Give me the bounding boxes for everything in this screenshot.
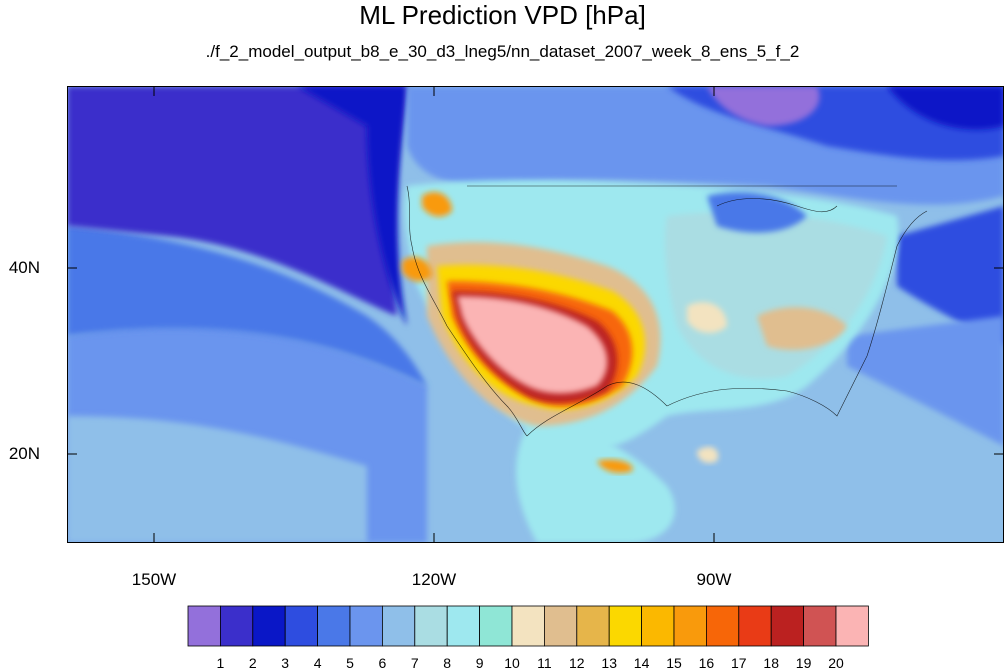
colorbar-box-19 — [803, 605, 837, 647]
colorbar-box-7 — [414, 605, 448, 647]
colorbar-tick-label: 6 — [379, 655, 387, 671]
field-mexico-9 — [516, 426, 675, 543]
colorbar-box-1 — [219, 605, 254, 647]
lat-label-40n: 40N — [8, 258, 40, 277]
colorbar-tick-label: 3 — [281, 655, 289, 671]
field-atlantic-6 — [847, 316, 1004, 446]
axis-ticks — [67, 86, 1004, 543]
colorbar-box-15 — [673, 605, 707, 647]
colorbar-tick-label: 17 — [731, 655, 747, 671]
colorbar-tick-label: 2 — [249, 655, 257, 671]
field-ca-16 — [402, 256, 432, 282]
colorbar-tick-label: 11 — [537, 655, 552, 671]
lon-label-90w: 90W — [696, 570, 732, 589]
map-canvas — [67, 86, 1004, 543]
colorbar-tick-label: 9 — [476, 655, 484, 671]
colorbar-box-6 — [381, 605, 416, 647]
colorbar-labels: 1 2 3 4 5 6 7 8 9 10 11 12 13 14 15 16 17 18 19 20 — [217, 655, 844, 671]
colorbar-box-17 — [738, 605, 772, 647]
colorbar-box-10 — [511, 605, 545, 647]
us-west-coastline — [406, 185, 528, 437]
field-band-2 — [67, 86, 407, 316]
lon-label-120w: 120W — [411, 570, 457, 589]
map-frame — [67, 86, 1004, 543]
colorbar-tick-label: 5 — [346, 655, 354, 671]
colorbar-box-4 — [317, 605, 351, 647]
lon-label-150w: 150W — [131, 570, 177, 589]
colorbar-box-8 — [446, 605, 481, 647]
colorbar-tick-label: 12 — [569, 655, 585, 671]
colorbar-box-3 — [284, 605, 319, 647]
field-carib-11 — [697, 446, 719, 463]
colorbar-box-20 — [835, 605, 869, 647]
field-canada-3 — [887, 86, 1004, 130]
colorbar-box-0 — [187, 605, 221, 647]
colorbar-tick-label: 7 — [411, 655, 419, 671]
coastlines — [406, 185, 928, 437]
colorbar-tick-label: 1 — [217, 655, 225, 671]
colorbar-tick-label: 13 — [601, 655, 617, 671]
colorbar-box-14 — [641, 605, 675, 647]
field-nw-16 — [422, 191, 452, 217]
colorbar-box-11 — [544, 605, 578, 647]
field-se-12 — [757, 307, 847, 350]
colorbar-box-16 — [706, 605, 740, 647]
colorbar-tick-label: 10 — [504, 655, 520, 671]
colorbar-boxes — [187, 605, 869, 647]
colorbar-tick-label: 15 — [666, 655, 682, 671]
colorbar-tick-label: 14 — [634, 655, 650, 671]
colorbar-box-18 — [770, 605, 805, 647]
colorbar-box-5 — [349, 605, 383, 647]
vpd-map — [67, 86, 1004, 543]
colorbar-tick-label: 4 — [314, 655, 322, 671]
field-sw-20 — [457, 296, 608, 394]
field-band-5 — [67, 226, 427, 386]
colorbar-tick-label: 20 — [828, 655, 844, 671]
field-band-7 — [67, 416, 367, 543]
great-lakes-outline — [716, 198, 838, 213]
colorbar-tick-label: 16 — [699, 655, 715, 671]
colorbar-box-9 — [479, 605, 513, 647]
colorbar-tick-label: 19 — [796, 655, 812, 671]
field-atlantic-4 — [897, 206, 1004, 346]
field-lakes-5 — [707, 192, 807, 233]
colorbar-tick-label: 8 — [443, 655, 451, 671]
colorbar-tick-label: 18 — [763, 655, 779, 671]
map-title: ML Prediction VPD [hPa] — [359, 0, 646, 30]
map-subtitle: ./f_2_model_output_b8_e_30_d3_lneg5/nn_d… — [205, 42, 800, 61]
field-yucatan-16 — [597, 459, 633, 473]
us-mexico-border — [526, 381, 668, 437]
colorbar-box-13 — [608, 605, 643, 647]
lat-label-20n: 20N — [8, 444, 40, 463]
colorbar-box-2 — [252, 605, 286, 647]
colorbar-box-12 — [576, 605, 610, 647]
field-canada-1 — [707, 86, 820, 126]
field-ms-11 — [687, 302, 727, 333]
field-band-3 — [297, 86, 407, 326]
us-gulf-atlantic-coastline — [666, 210, 928, 417]
